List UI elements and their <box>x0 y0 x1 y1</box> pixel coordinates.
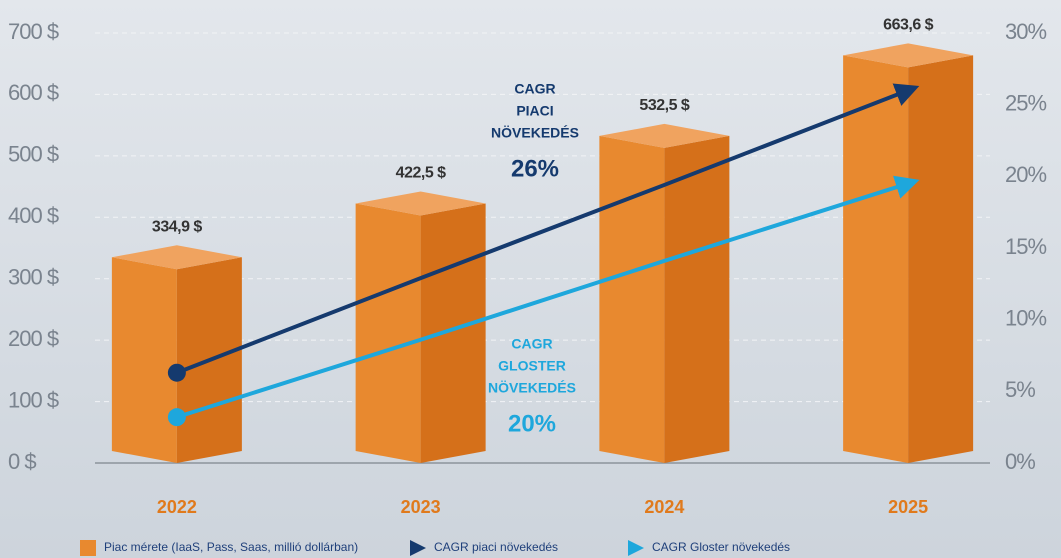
y2-tick-label: 10% <box>1005 305 1046 330</box>
annotation-text: CAGR <box>511 336 552 352</box>
y-tick-label: 300 $ <box>8 265 59 290</box>
x-tick-label: 2022 <box>157 497 197 517</box>
annotation-text: NÖVEKEDÉS <box>488 380 576 396</box>
bar-left-face <box>599 135 665 463</box>
legend-swatch <box>410 540 426 556</box>
bar-top-face <box>599 123 730 148</box>
bar-left-face <box>843 55 909 464</box>
y-tick-label: 0 $ <box>8 449 36 474</box>
value-label: 532,5 $ <box>639 97 689 114</box>
bar-left-face <box>355 203 421 463</box>
legend-swatch <box>628 540 644 556</box>
y2-tick-label: 20% <box>1005 162 1046 187</box>
legend-swatch <box>80 540 96 556</box>
legend-label: Piac mérete (IaaS, Pass, Saas, millió do… <box>104 540 358 554</box>
value-label: 422,5 $ <box>396 165 446 182</box>
trend-start <box>167 408 186 427</box>
y-tick-label: 700 $ <box>8 19 59 44</box>
trend-arrow <box>176 175 920 420</box>
value-label: 334,9 $ <box>152 218 202 235</box>
bar-top-face <box>111 245 242 270</box>
y-tick-label: 500 $ <box>8 142 59 167</box>
value-label: 663,6 $ <box>883 17 933 34</box>
bar-left-face <box>111 257 177 463</box>
bar-top-face <box>355 191 486 216</box>
annotation-text: GLOSTER <box>498 358 566 374</box>
y-tick-label: 100 $ <box>8 387 59 412</box>
x-tick-label: 2025 <box>888 497 928 517</box>
legend-label: CAGR piaci növekedés <box>434 540 558 554</box>
legend-label: CAGR Gloster növekedés <box>652 540 790 554</box>
annotation-value: 26% <box>511 155 559 182</box>
annotation-text: NÖVEKEDÉS <box>491 125 579 141</box>
y2-tick-label: 15% <box>1005 234 1046 259</box>
annotation-text: CAGR <box>514 81 555 97</box>
annotation-text: PIACI <box>516 103 553 119</box>
x-tick-label: 2024 <box>644 497 684 517</box>
trend-start <box>167 363 186 382</box>
bar-right-face <box>420 203 486 463</box>
y2-tick-label: 30% <box>1005 19 1046 44</box>
y-tick-label: 600 $ <box>8 80 59 105</box>
bar-right-face <box>908 55 974 464</box>
bar-right-face <box>664 135 730 463</box>
x-tick-label: 2023 <box>401 497 441 517</box>
bar-top-face <box>843 43 974 68</box>
annotation-value: 20% <box>508 410 556 437</box>
y2-tick-label: 0% <box>1005 449 1035 474</box>
y-tick-label: 400 $ <box>8 203 59 228</box>
trend-arrow <box>176 83 920 375</box>
y2-tick-label: 25% <box>1005 90 1046 115</box>
y-tick-label: 200 $ <box>8 326 59 351</box>
y2-tick-label: 5% <box>1005 377 1035 402</box>
